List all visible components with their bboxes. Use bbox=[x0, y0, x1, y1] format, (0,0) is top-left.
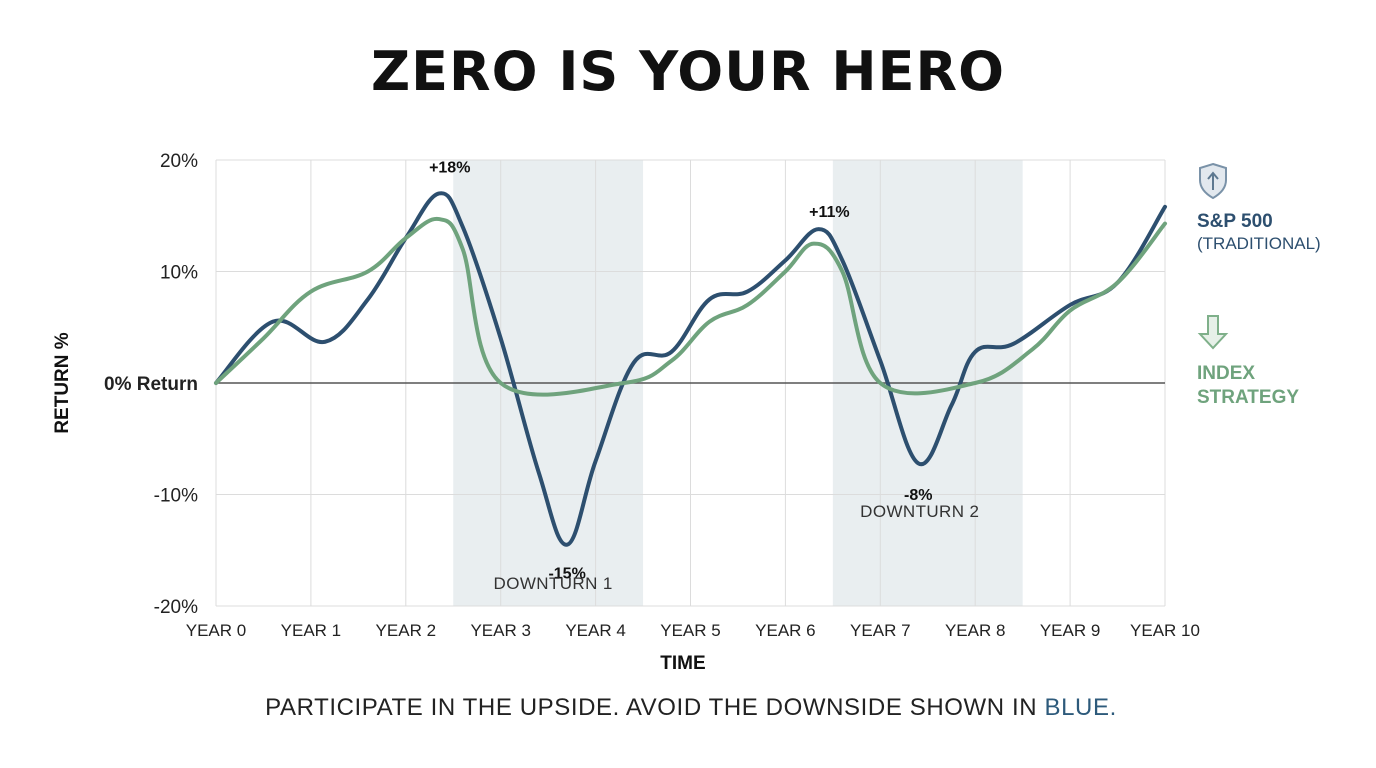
footer-caption: PARTICIPATE IN THE UPSIDE. AVOID THE DOW… bbox=[0, 694, 1376, 722]
legend-sp500-subtitle: (TRADITIONAL) bbox=[1197, 234, 1321, 253]
y-axis-label: RETURN % bbox=[52, 332, 73, 433]
x-tick-label: YEAR 6 bbox=[755, 621, 815, 640]
downturn-label: DOWNTURN 2 bbox=[860, 502, 979, 521]
grid-lines bbox=[215, 159, 1166, 607]
x-tick-label: YEAR 2 bbox=[376, 621, 436, 640]
down-arrow-icon bbox=[1197, 315, 1229, 350]
legend-sp500-title: S&P 500 bbox=[1197, 211, 1273, 232]
x-tick-label: YEAR 4 bbox=[565, 621, 625, 640]
x-tick-label: YEAR 7 bbox=[850, 621, 910, 640]
x-tick-label: YEAR 9 bbox=[1040, 621, 1100, 640]
footer-text: PARTICIPATE IN THE UPSIDE. AVOID THE DOW… bbox=[265, 694, 1045, 721]
shield-up-arrow-icon bbox=[1199, 162, 1227, 200]
data-label: -15% bbox=[548, 565, 585, 582]
legend: S&P 500 (TRADITIONAL) INDEX STRATEGY bbox=[1197, 162, 1321, 408]
series-line-sp500 bbox=[214, 191, 1167, 547]
series-line-index-strategy bbox=[214, 216, 1167, 397]
chart-labels: YEAR 0 YEAR 1 YEAR 2 YEAR 3 YEAR 4 YEAR 5 YEAR… bbox=[104, 151, 1200, 640]
data-label: -8% bbox=[904, 487, 932, 504]
x-tick-label: YEAR 10 bbox=[1130, 621, 1200, 640]
x-tick-label: YEAR 1 bbox=[281, 621, 341, 640]
x-tick-label: YEAR 5 bbox=[660, 621, 720, 640]
legend-index-title-2: STRATEGY bbox=[1197, 387, 1299, 408]
x-tick-label: YEAR 3 bbox=[470, 621, 530, 640]
x-tick-label: YEAR 0 bbox=[186, 621, 246, 640]
downturn-label: DOWNTURN 1 bbox=[494, 574, 613, 593]
data-label: +18% bbox=[429, 159, 470, 176]
x-tick-label: YEAR 8 bbox=[945, 621, 1005, 640]
footer-accent-text: BLUE. bbox=[1044, 694, 1117, 721]
y-tick-label: 20% bbox=[160, 151, 198, 172]
y-tick-label: -20% bbox=[154, 597, 198, 618]
series-lines bbox=[214, 191, 1167, 547]
y-tick-label: -10% bbox=[154, 486, 198, 507]
zero-return-label: 0% Return bbox=[104, 374, 198, 395]
x-axis-label: TIME bbox=[660, 653, 705, 674]
chart-title: ZERO IS YOUR HERO bbox=[371, 40, 1005, 103]
legend-index-title-1: INDEX bbox=[1197, 363, 1255, 384]
y-tick-label: 10% bbox=[160, 263, 198, 284]
data-label: +11% bbox=[809, 204, 849, 221]
